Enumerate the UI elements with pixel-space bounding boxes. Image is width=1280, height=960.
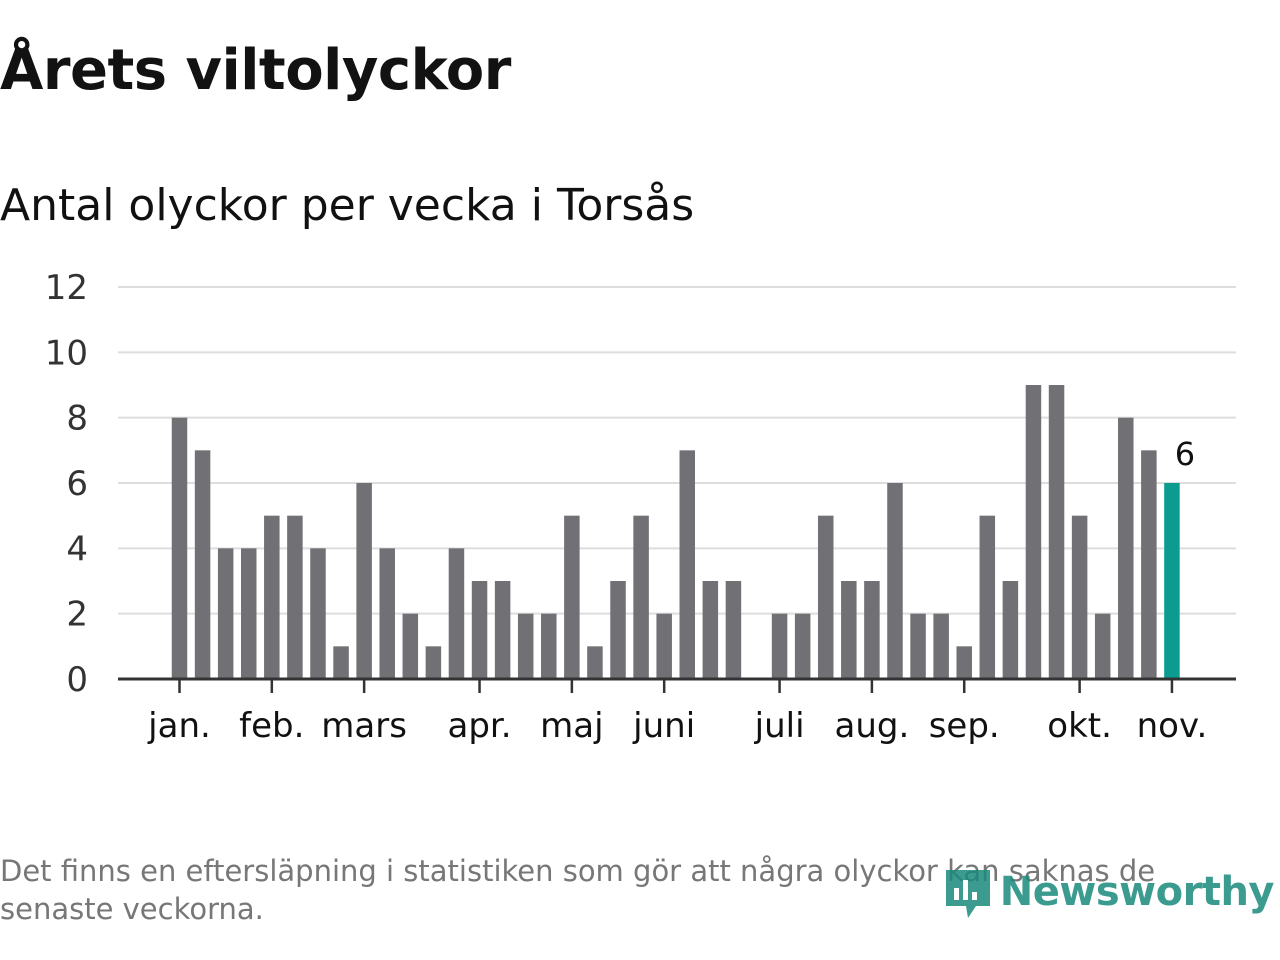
bar-week-30 bbox=[841, 581, 857, 679]
logo-text: Newsworthy bbox=[999, 869, 1275, 915]
x-tick-label: nov. bbox=[1137, 706, 1208, 746]
bar-week-44 bbox=[1164, 483, 1180, 679]
bar-week-15 bbox=[494, 581, 511, 679]
x-tick-label: aug. bbox=[835, 706, 910, 746]
bar-week-23 bbox=[679, 450, 696, 679]
bar-week-38 bbox=[1025, 385, 1042, 679]
bar-week-17 bbox=[541, 613, 557, 679]
x-tick-label: apr. bbox=[447, 706, 511, 746]
bar-week-5 bbox=[264, 515, 280, 679]
x-tick-label: okt. bbox=[1047, 706, 1112, 746]
bar-week-24 bbox=[702, 581, 719, 679]
bar-week-33 bbox=[910, 613, 926, 679]
bar-week-35 bbox=[956, 646, 972, 679]
gridlines bbox=[118, 286, 1236, 615]
bar-week-12 bbox=[425, 646, 442, 679]
bar-week-36 bbox=[979, 515, 996, 679]
highlight-bar-label: 6 bbox=[1175, 435, 1195, 473]
x-tick-label: juni bbox=[632, 706, 695, 746]
bar-week-43 bbox=[1141, 450, 1157, 679]
x-axis-ticks: jan. feb. mars apr. maj juni juli aug. sep. okt. n… bbox=[147, 679, 1207, 746]
bar-week-34 bbox=[933, 613, 949, 679]
y-tick-label-10: 10 bbox=[45, 333, 88, 373]
x-tick-label: jan. bbox=[147, 706, 211, 746]
bar-week-39 bbox=[1048, 385, 1065, 679]
bar-week-37 bbox=[1002, 581, 1019, 679]
y-tick-label-8: 8 bbox=[66, 399, 88, 439]
bar-week-10 bbox=[379, 548, 395, 679]
bar-week-32 bbox=[887, 483, 903, 679]
bar-week-25 bbox=[725, 581, 742, 679]
bar-week-9 bbox=[356, 483, 372, 679]
bar-week-42 bbox=[1118, 417, 1134, 679]
bar-week-40 bbox=[1071, 515, 1088, 679]
y-tick-label-2: 2 bbox=[66, 595, 88, 635]
bar-week-16 bbox=[517, 613, 534, 679]
bar-week-19 bbox=[587, 646, 603, 679]
bar-week-1 bbox=[171, 417, 188, 679]
y-tick-label-0: 0 bbox=[66, 660, 88, 700]
bar-week-11 bbox=[402, 613, 419, 679]
bar-week-21 bbox=[633, 515, 649, 679]
y-tick-label-4: 4 bbox=[66, 529, 88, 569]
bar-week-8 bbox=[333, 646, 349, 679]
newsworthy-chart-icon bbox=[945, 870, 990, 918]
bar-week-22 bbox=[656, 613, 672, 679]
bar-week-20 bbox=[610, 581, 626, 679]
bars bbox=[171, 385, 1180, 679]
bar-labels: 6 bbox=[1175, 435, 1195, 473]
bar-week-4 bbox=[240, 548, 257, 679]
bar-week-29 bbox=[817, 515, 834, 679]
y-tick-label-6: 6 bbox=[66, 464, 88, 504]
bar-week-41 bbox=[1094, 613, 1111, 679]
x-tick-label: juli bbox=[754, 706, 805, 746]
bar-week-3 bbox=[217, 548, 234, 679]
bar-week-7 bbox=[310, 548, 326, 679]
bar-week-18 bbox=[564, 515, 580, 679]
bar-week-27 bbox=[771, 613, 788, 679]
chart-subtitle: Antal olyckor per vecka i Torsås bbox=[0, 180, 695, 231]
x-tick-label: feb. bbox=[239, 706, 304, 746]
bar-week-28 bbox=[794, 613, 811, 679]
bar-week-2 bbox=[194, 450, 211, 679]
x-tick-label: sep. bbox=[929, 706, 1000, 746]
y-axis-ticks: 0 2 4 6 8 10 12 bbox=[45, 268, 88, 700]
bar-week-14 bbox=[471, 581, 488, 679]
x-tick-label: maj bbox=[540, 706, 603, 746]
chart-title: Årets viltolyckor bbox=[0, 38, 511, 103]
x-tick-label: mars bbox=[321, 706, 407, 746]
y-tick-label-12: 12 bbox=[45, 268, 88, 308]
bar-week-13 bbox=[448, 548, 465, 679]
bar-week-6 bbox=[287, 515, 303, 679]
newsworthy-logo: Newsworthy bbox=[942, 862, 1275, 922]
bar-week-31 bbox=[864, 581, 880, 679]
